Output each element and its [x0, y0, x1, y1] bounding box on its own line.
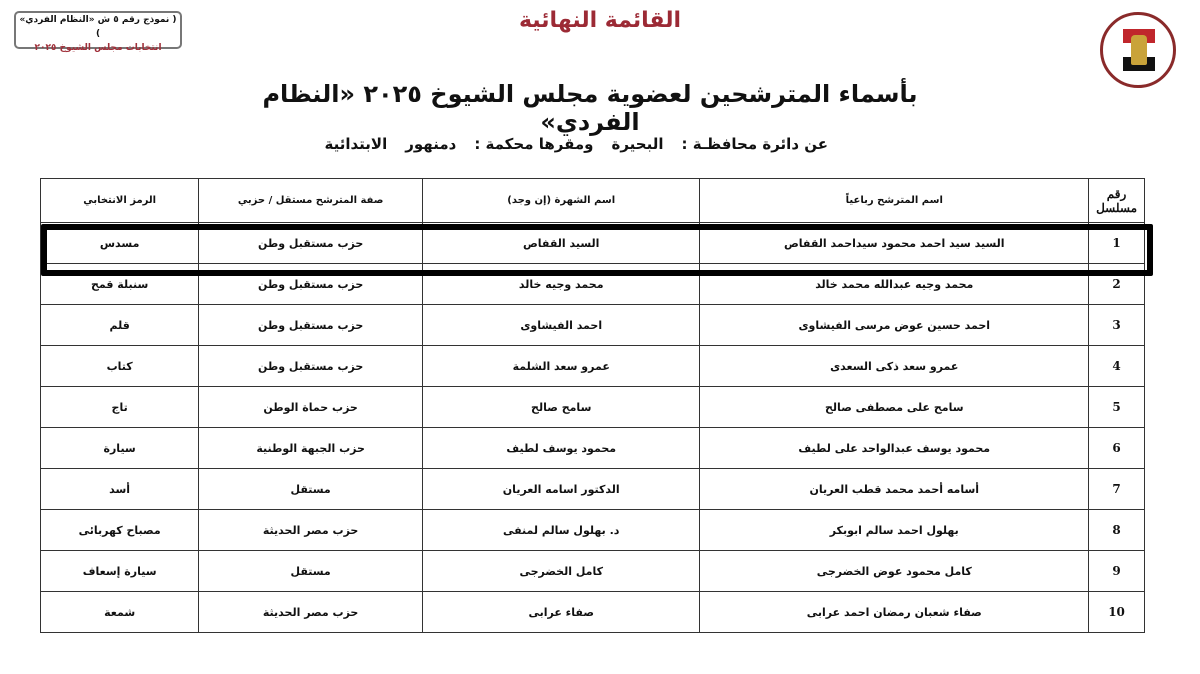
status-cell: حزب مستقبل وطن [198, 345, 423, 387]
serial-cell: 3 [1088, 304, 1145, 346]
symbol-cell: شمعة [39, 591, 200, 633]
col-status: صفة المترشح مستقل / حزبي [198, 178, 423, 223]
district-line: عن دائرة محافظـة : البحيرة ومقرها محكمة : د… [307, 135, 828, 153]
fame-cell: صفاء عرابى [421, 591, 701, 633]
fame-cell: د. بهلول سالم لمنفى [421, 509, 701, 551]
court-type: الابتدائية [324, 135, 388, 153]
symbol-cell: أسد [39, 468, 200, 510]
serial-cell: 6 [1088, 427, 1145, 469]
fame-cell: احمد الفيشاوى [421, 304, 701, 346]
col-symbol: الرمز الانتخابي [39, 178, 200, 223]
table-header-row: رقم مسلسل اسم المترشح رباعياً اسم الشهرة… [39, 178, 1145, 223]
table-row: 6 محمود يوسف عبدالواحد على لطيف محمود يوسف… [39, 427, 1145, 469]
name-cell: كامل محمود عوض الخضرجى [699, 550, 1090, 592]
fame-cell: عمرو سعد الشلمة [421, 345, 701, 387]
symbol-cell: سيارة [39, 427, 200, 469]
status-cell: حزب مستقبل وطن [198, 304, 423, 346]
form-stamp: ( نموذج رقم ٥ ش «النظام الفردي» ) انتخاب… [14, 11, 182, 53]
serial-cell: 9 [1088, 550, 1145, 592]
status-cell: حزب الجبهة الوطنية [198, 427, 423, 469]
col-serial: رقم مسلسل [1088, 178, 1145, 223]
name-cell: محمود يوسف عبدالواحد على لطيف [699, 427, 1090, 469]
national-elections-authority-logo [1100, 12, 1176, 88]
col-fame: اسم الشهرة (إن وجد) [421, 178, 701, 223]
table-row: 9 كامل محمود عوض الخضرجى كامل الخضرجى مستقل… [39, 550, 1145, 592]
status-cell: حزب مصر الحديثة [198, 509, 423, 551]
name-cell: احمد حسين عوض مرسى الفيشاوى [699, 304, 1090, 346]
name-cell: عمرو سعد ذكى السعدى [699, 345, 1090, 387]
status-cell: مستقل [198, 550, 423, 592]
stamp-line-2: انتخابات مجلس الشيوخ ٢٠٢٥ [34, 43, 162, 53]
table-row: 7 أسامه أحمد محمد قطب العريان الدكتور اسام… [39, 468, 1145, 510]
symbol-cell: سيارة إسعاف [39, 550, 200, 592]
col-name: اسم المترشح رباعياً [699, 178, 1090, 223]
table-row: 8 بهلول احمد سالم ابوبكر د. بهلول سالم لمن… [39, 509, 1145, 551]
stamp-line-1: ( نموذج رقم ٥ ش «النظام الفردي» ) [19, 15, 177, 39]
symbol-cell: قلم [39, 304, 200, 346]
highlight-box [41, 224, 1153, 276]
eagle-icon [1131, 35, 1147, 65]
serial-cell: 4 [1088, 345, 1145, 387]
page-subtitle: بأسماء المترشحين لعضوية مجلس الشيوخ ٢٠٢٥… [262, 80, 918, 136]
serial-cell: 5 [1088, 386, 1145, 428]
symbol-cell: مصباح كهربائى [39, 509, 200, 551]
name-cell: أسامه أحمد محمد قطب العريان [699, 468, 1090, 510]
district-label: عن دائرة محافظـة : [681, 135, 828, 153]
fame-cell: سامح صالح [421, 386, 701, 428]
serial-cell: 10 [1088, 591, 1145, 633]
status-cell: حزب مصر الحديثة [198, 591, 423, 633]
page-title: القائمة النهائية [518, 8, 682, 33]
name-cell: صفاء شعبان رمضان احمد عرابى [699, 591, 1090, 633]
name-cell: بهلول احمد سالم ابوبكر [699, 509, 1090, 551]
table-row: 4 عمرو سعد ذكى السعدى عمرو سعد الشلمة حزب م… [39, 345, 1145, 387]
table-row: 5 سامح على مصطفى صالح سامح صالح حزب حماة ال… [39, 386, 1145, 428]
serial-cell: 7 [1088, 468, 1145, 510]
symbol-cell: تاج [39, 386, 200, 428]
name-cell: سامح على مصطفى صالح [699, 386, 1090, 428]
fame-cell: محمود يوسف لطيف [421, 427, 701, 469]
symbol-cell: كتاب [39, 345, 200, 387]
district-value: البحيرة [611, 135, 664, 153]
fame-cell: الدكتور اسامه العريان [421, 468, 701, 510]
court-label: ومقرها محكمة : [474, 135, 594, 153]
fame-cell: كامل الخضرجى [421, 550, 701, 592]
table-row: 3 احمد حسين عوض مرسى الفيشاوى احمد الفيشاو… [39, 304, 1145, 346]
court-value: دمنهور [405, 135, 457, 153]
status-cell: حزب حماة الوطن [198, 386, 423, 428]
table-row: 10 صفاء شعبان رمضان احمد عرابى صفاء عرابى ح… [39, 591, 1145, 633]
serial-cell: 8 [1088, 509, 1145, 551]
status-cell: مستقل [198, 468, 423, 510]
